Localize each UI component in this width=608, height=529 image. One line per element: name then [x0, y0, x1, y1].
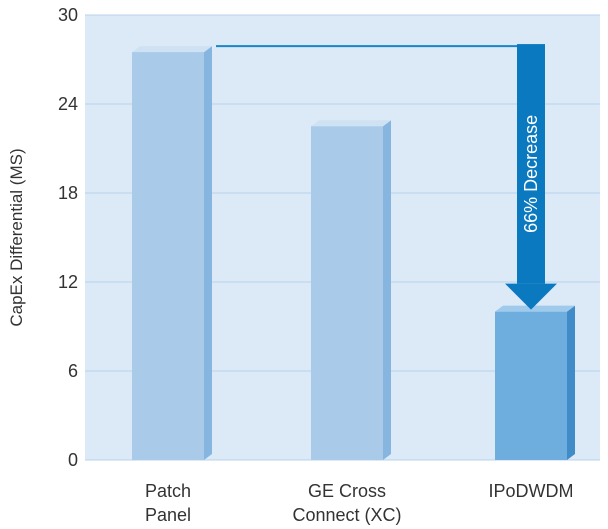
bars — [132, 46, 575, 460]
bar-top — [311, 120, 391, 127]
decrease-arrow — [505, 44, 557, 310]
x-category-label: Connect (XC) — [292, 505, 401, 525]
y-tick-label: 30 — [58, 5, 78, 25]
bar-top — [495, 305, 575, 312]
y-tick-label: 18 — [58, 183, 78, 203]
decrease-annotation: 66% Decrease — [521, 115, 541, 233]
y-axis-label: CapEx Differential (MS) — [7, 148, 26, 326]
bar-front — [132, 52, 204, 460]
y-tick-label: 12 — [58, 272, 78, 292]
x-category-label: GE Cross — [308, 481, 386, 501]
arrow-shaft — [517, 44, 545, 284]
bar — [311, 120, 391, 460]
bar-front — [311, 126, 383, 460]
bar — [495, 305, 575, 460]
x-category-label: IPoDWDM — [489, 481, 574, 501]
y-tick-label: 0 — [68, 450, 78, 470]
bar — [132, 46, 212, 460]
bar-front — [495, 311, 567, 460]
x-category-label: Panel — [145, 505, 191, 525]
bar-top — [132, 46, 212, 53]
bar-side — [204, 46, 212, 460]
y-tick-label: 24 — [58, 94, 78, 114]
arrow-head — [505, 283, 557, 310]
x-axis-categories: Patch Panel GE Cross Connect (XC) IPoDWDM — [145, 481, 574, 525]
bar-side — [567, 305, 575, 460]
bar-side — [383, 120, 391, 460]
y-tick-label: 6 — [68, 361, 78, 381]
x-category-label: Patch — [145, 481, 191, 501]
y-axis-ticks: 0 6 12 18 24 30 — [58, 5, 78, 470]
